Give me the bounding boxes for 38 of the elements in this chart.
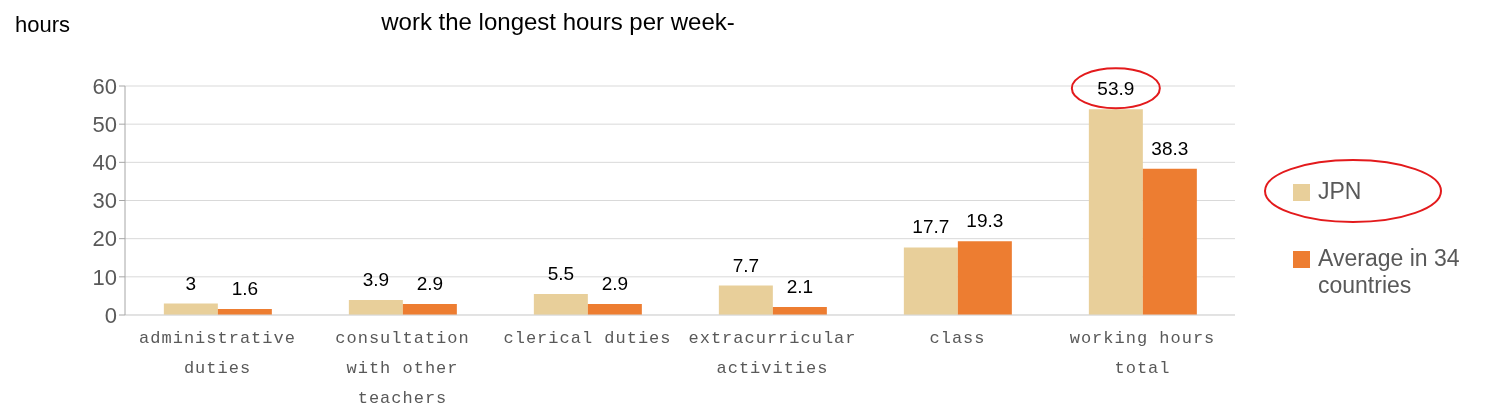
- data-label: 53.9: [1097, 78, 1135, 100]
- y-tick-label: 0: [104, 302, 117, 328]
- x-tick-label: clerical duties: [503, 329, 672, 348]
- y-tick-label: 30: [92, 188, 117, 214]
- bar: [1088, 109, 1143, 315]
- bar: [348, 300, 403, 315]
- x-tick-label: extracurricular activities: [688, 329, 857, 378]
- y-tick-label: 50: [92, 111, 117, 137]
- y-tick-label: 60: [92, 73, 117, 99]
- legend-label: JPN: [1318, 178, 1362, 205]
- data-label: 19.3: [966, 210, 1004, 232]
- data-label: 2.1: [786, 275, 814, 297]
- data-label: 1.6: [231, 277, 259, 299]
- data-label: 5.5: [547, 263, 575, 285]
- data-label: 3.9: [362, 269, 390, 291]
- bar: [957, 241, 1012, 315]
- x-tick-label: administrative duties: [139, 329, 296, 378]
- x-tick-label: consultation with other teachers: [335, 329, 470, 408]
- y-tick-label: 20: [92, 226, 117, 252]
- chart-title: work the longest hours per week-: [381, 8, 735, 35]
- bar: [533, 294, 588, 315]
- data-label: 2.9: [601, 272, 629, 294]
- y-tick-label: 40: [92, 150, 117, 176]
- data-label: 38.3: [1151, 137, 1189, 159]
- data-label: 7.7: [732, 254, 760, 276]
- y-axis-title: hours: [15, 12, 71, 38]
- x-tick-label: class: [929, 329, 986, 348]
- bar: [718, 285, 773, 315]
- y-tick-label: 10: [92, 264, 117, 290]
- bar: [903, 247, 958, 315]
- bar: [1142, 168, 1197, 315]
- bar: [402, 303, 457, 315]
- bar: [587, 303, 642, 315]
- data-label: 3: [185, 272, 197, 294]
- data-label: 2.9: [416, 272, 444, 294]
- data-label: 17.7: [912, 216, 950, 238]
- x-tick-label: working hours total: [1069, 329, 1216, 378]
- legend-label: Average in 34 countries: [1318, 245, 1461, 299]
